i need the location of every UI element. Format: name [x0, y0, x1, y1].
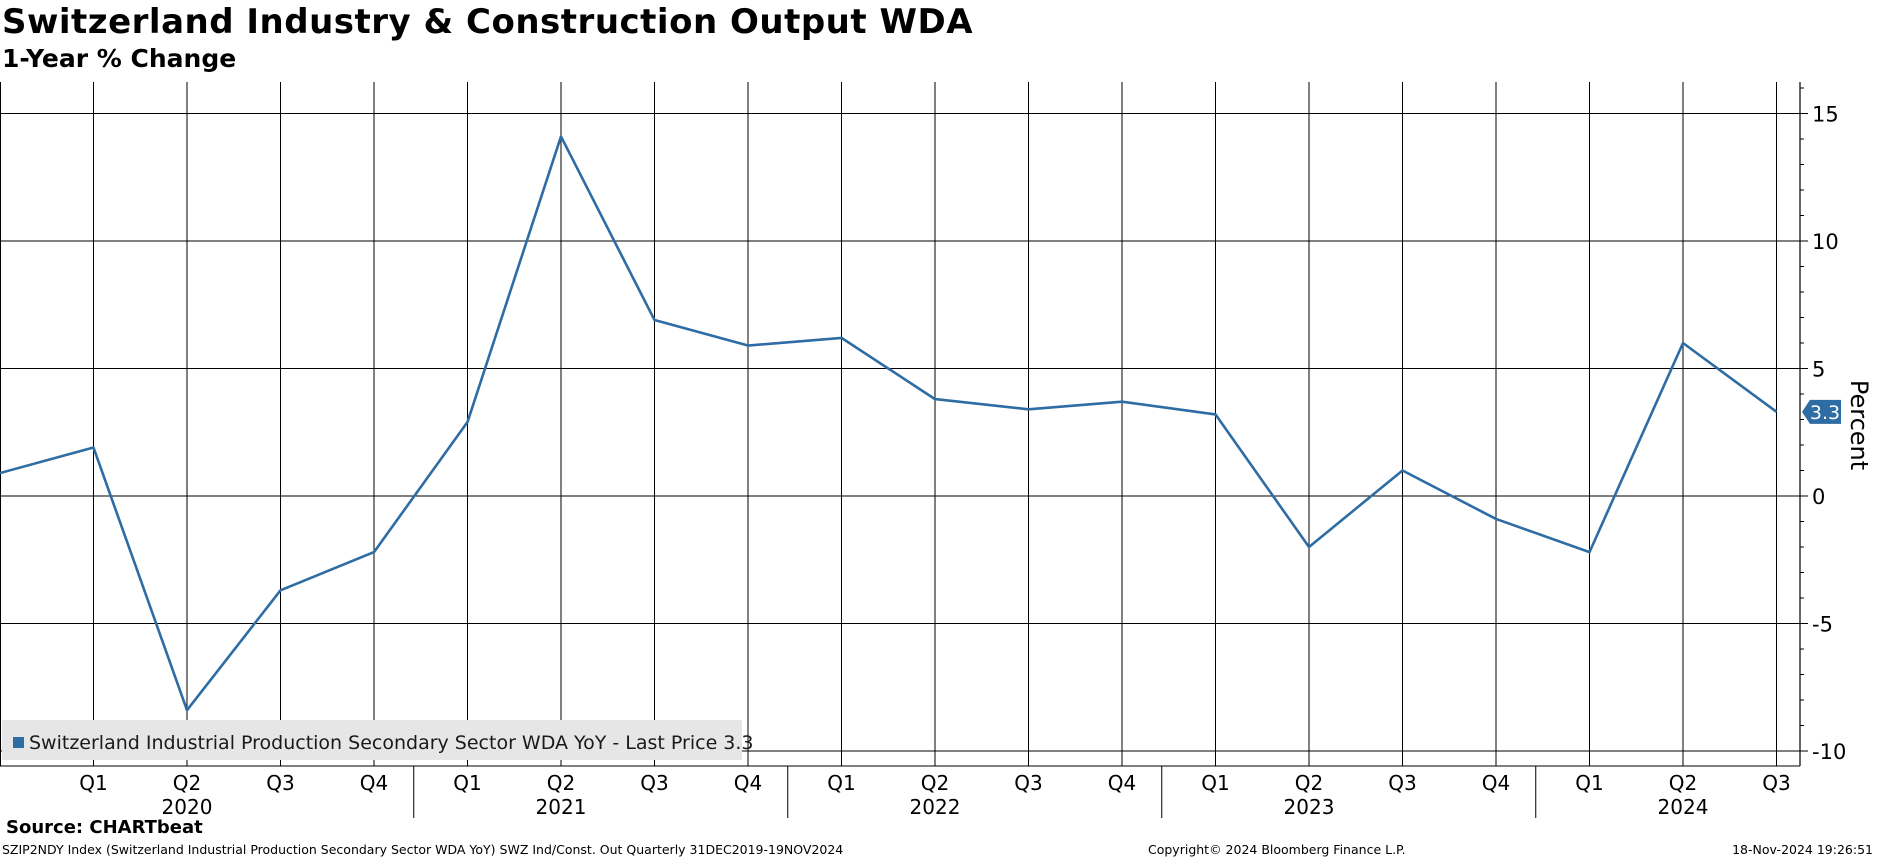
last-price-tag: 3.3	[1802, 399, 1841, 424]
y-tick-label: -10	[1812, 740, 1846, 764]
x-tick-label: Q3	[266, 771, 294, 795]
last-price-label: 3.3	[1810, 402, 1840, 424]
last-price-marker	[1802, 399, 1841, 424]
x-tick-label: Q1	[79, 771, 107, 795]
x-year-label: 2020	[162, 795, 213, 819]
x-tick-label: Q3	[1014, 771, 1042, 795]
series-line	[0, 135, 1778, 712]
x-tick-label: Q3	[640, 771, 668, 795]
x-tick-label: Q4	[734, 771, 762, 795]
footer-description: SZIP2NDY Index (Switzerland Industrial P…	[2, 842, 844, 857]
x-tick-label: Q1	[1575, 771, 1603, 795]
legend-swatch	[13, 737, 24, 748]
y-tick-label: -5	[1812, 613, 1833, 637]
x-tick-label: Q2	[1295, 771, 1323, 795]
y-tick-label: 5	[1812, 358, 1825, 382]
x-tick-label: Q2	[921, 771, 949, 795]
x-year-label: 2024	[1658, 795, 1709, 819]
x-tick-label: Q4	[360, 771, 388, 795]
x-tick-label: Q3	[1388, 771, 1416, 795]
legend-box	[2, 720, 742, 760]
x-year-label: 2022	[910, 795, 961, 819]
x-tick-label: Q1	[1201, 771, 1229, 795]
series-layer	[0, 135, 1778, 712]
footer-copyright: Copyright© 2024 Bloomberg Finance L.P.	[1148, 842, 1406, 857]
legend-text: Switzerland Industrial Production Second…	[29, 732, 754, 754]
x-year-label: 2021	[536, 795, 587, 819]
grid-lines	[0, 82, 1801, 767]
x-year-label: 2023	[1284, 795, 1335, 819]
source-note: Source: CHARTbeat	[6, 817, 203, 838]
y-axis: 15 10 5 0 -5 -10	[1800, 87, 1846, 764]
legend: Switzerland Industrial Production Second…	[2, 720, 754, 760]
y-tick-label: 10	[1812, 230, 1839, 254]
chart-title: Switzerland Industry & Construction Outp…	[2, 2, 974, 42]
x-axis: Q1 Q2 Q3 Q4 Q1 Q2 Q3 Q4 Q1 Q2 Q3 Q4 Q1 Q2 Q3 Q4 Q1 Q2 Q3 20…	[79, 766, 1791, 819]
x-tick-label: Q1	[827, 771, 855, 795]
y-axis-label: Percent	[1845, 380, 1873, 470]
x-tick-label: Q2	[1669, 771, 1697, 795]
y-tick-label: 15	[1812, 103, 1839, 127]
x-tick-label: Q2	[173, 771, 201, 795]
x-tick-label: Q2	[547, 771, 575, 795]
x-tick-label: Q4	[1482, 771, 1510, 795]
y-tick-label: 0	[1812, 485, 1825, 509]
x-tick-label: Q3	[1762, 771, 1790, 795]
x-tick-label: Q4	[1108, 771, 1136, 795]
chart-subtitle: 1-Year % Change	[2, 44, 237, 73]
footer-timestamp: 18-Nov-2024 19:26:51	[1732, 842, 1873, 857]
x-tick-label: Q1	[453, 771, 481, 795]
